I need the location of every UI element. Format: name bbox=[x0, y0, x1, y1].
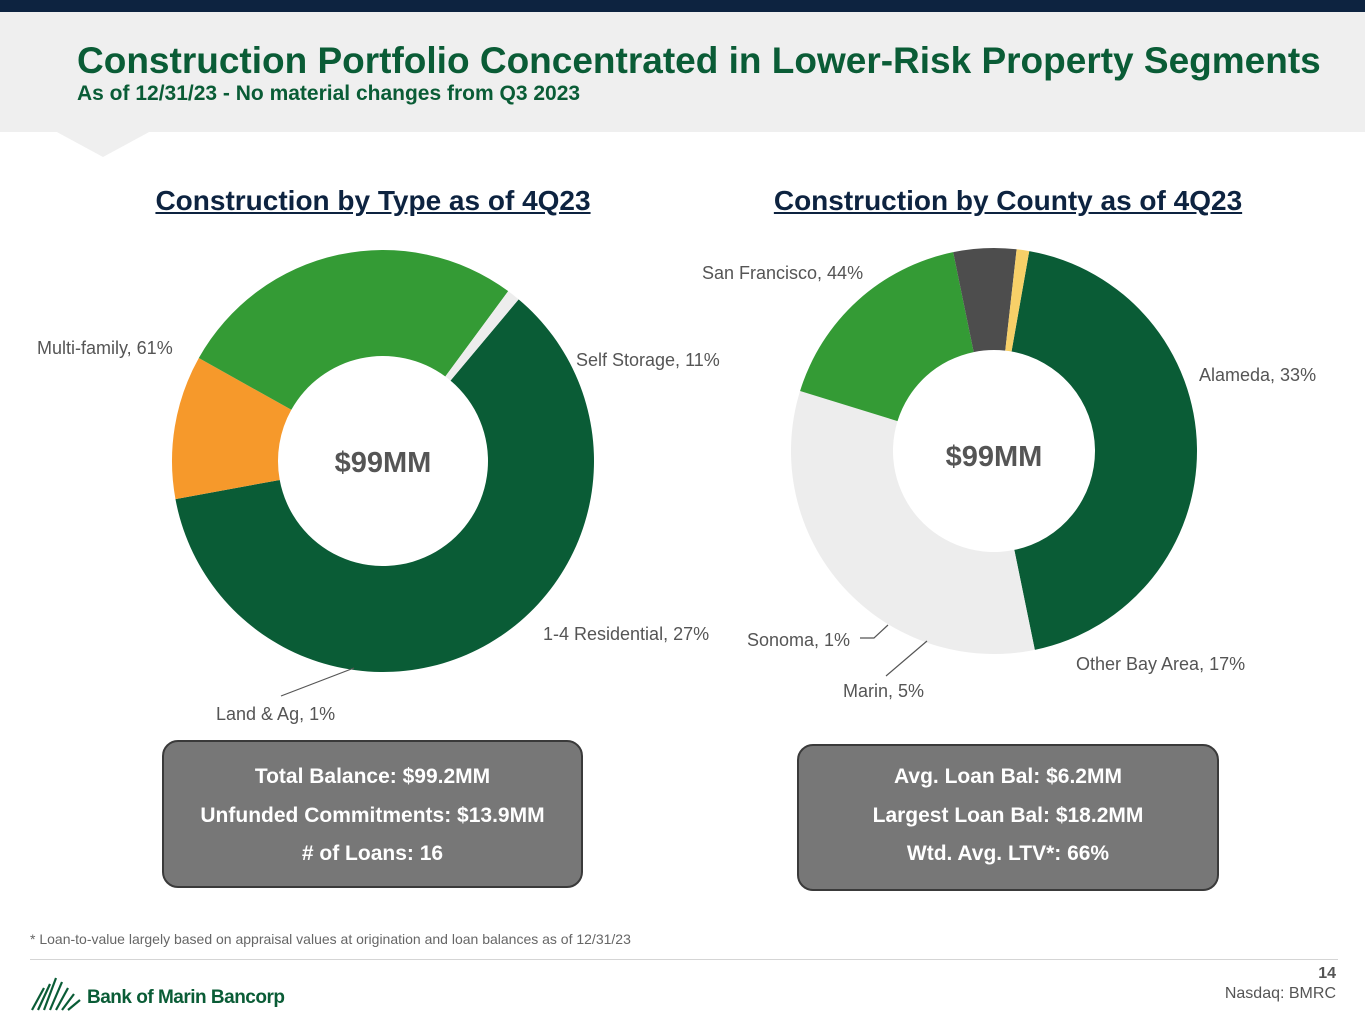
county-slice-other-bay-area bbox=[800, 252, 974, 422]
county-slice-sonoma bbox=[1005, 249, 1030, 352]
top-accent-bar bbox=[0, 0, 1365, 12]
page-number: 14 bbox=[1318, 965, 1336, 982]
type-slice-self-storage bbox=[172, 358, 292, 500]
county-slice-san-francisco bbox=[1011, 251, 1197, 650]
stock-ticker: Nasdaq: BMRC bbox=[1224, 985, 1336, 1002]
donut-county: $99MM San Francisco, 44% Alameda, 33% Ot… bbox=[702, 248, 1316, 701]
leader-line-sonoma bbox=[860, 624, 889, 639]
label-multi-family: Multi-family, 61% bbox=[37, 338, 173, 358]
loan-count-stat: # of Loans: 16 bbox=[301, 842, 444, 865]
footer-divider bbox=[30, 959, 1338, 960]
label-alameda: Alameda, 33% bbox=[1199, 365, 1316, 385]
total-balance-stat: Total Balance: $99.2MM bbox=[254, 765, 491, 788]
label-san-francisco: San Francisco, 44% bbox=[702, 263, 863, 283]
header-band bbox=[0, 12, 1365, 132]
label-land-ag: Land & Ag, 1% bbox=[216, 704, 335, 724]
stats-box-left: Total Balance: $99.2MM Unfunded Commitme… bbox=[162, 740, 583, 888]
wtd-avg-ltv-stat: Wtd. Avg. LTV*: 66% bbox=[906, 842, 1110, 865]
unfunded-commitments-stat: Unfunded Commitments: $13.9MM bbox=[200, 803, 545, 827]
leader-line-marin bbox=[885, 640, 928, 677]
county-slice-alameda bbox=[790, 390, 1035, 654]
center-label-county: $99MM bbox=[946, 441, 1043, 473]
leader-line-land-ag bbox=[280, 667, 355, 697]
bank-logo-icon bbox=[31, 977, 81, 1011]
avg-loan-balance-stat: Avg. Loan Bal: $6.2MM bbox=[894, 765, 1122, 788]
chart-title-county: Construction by County as of 4Q23 bbox=[773, 185, 1243, 216]
type-slice-multi-family bbox=[175, 299, 594, 673]
label-self-storage: Self Storage, 11% bbox=[576, 350, 720, 370]
label-other-bay-area: Other Bay Area, 17% bbox=[1076, 654, 1245, 674]
type-slice-1-4-residential bbox=[198, 250, 509, 410]
type-slice-land-ag bbox=[445, 291, 519, 381]
header-notch bbox=[55, 131, 151, 157]
largest-loan-balance-stat: Largest Loan Bal: $18.2MM bbox=[872, 803, 1144, 827]
chart-title-type: Construction by Type as of 4Q23 bbox=[155, 185, 591, 216]
bank-logo-text: Bank of Marin Bancorp bbox=[87, 987, 285, 1008]
center-label-type: $99MM bbox=[335, 447, 432, 479]
footnote: * Loan-to-value largely based on apprais… bbox=[30, 931, 631, 947]
donut-type: $99MM Multi-family, 61% Self Storage, 11… bbox=[37, 250, 720, 724]
stats-box-right: Avg. Loan Bal: $6.2MM Largest Loan Bal: … bbox=[797, 744, 1219, 891]
label-marin: Marin, 5% bbox=[843, 681, 924, 701]
label-sonoma: Sonoma, 1% bbox=[747, 630, 850, 650]
county-slice-marin bbox=[953, 248, 1017, 353]
page-subtitle: As of 12/31/23 - No material changes fro… bbox=[77, 82, 581, 105]
label-1-4-residential: 1-4 Residential, 27% bbox=[543, 624, 709, 644]
page-title: Construction Portfolio Concentrated in L… bbox=[77, 40, 1321, 81]
